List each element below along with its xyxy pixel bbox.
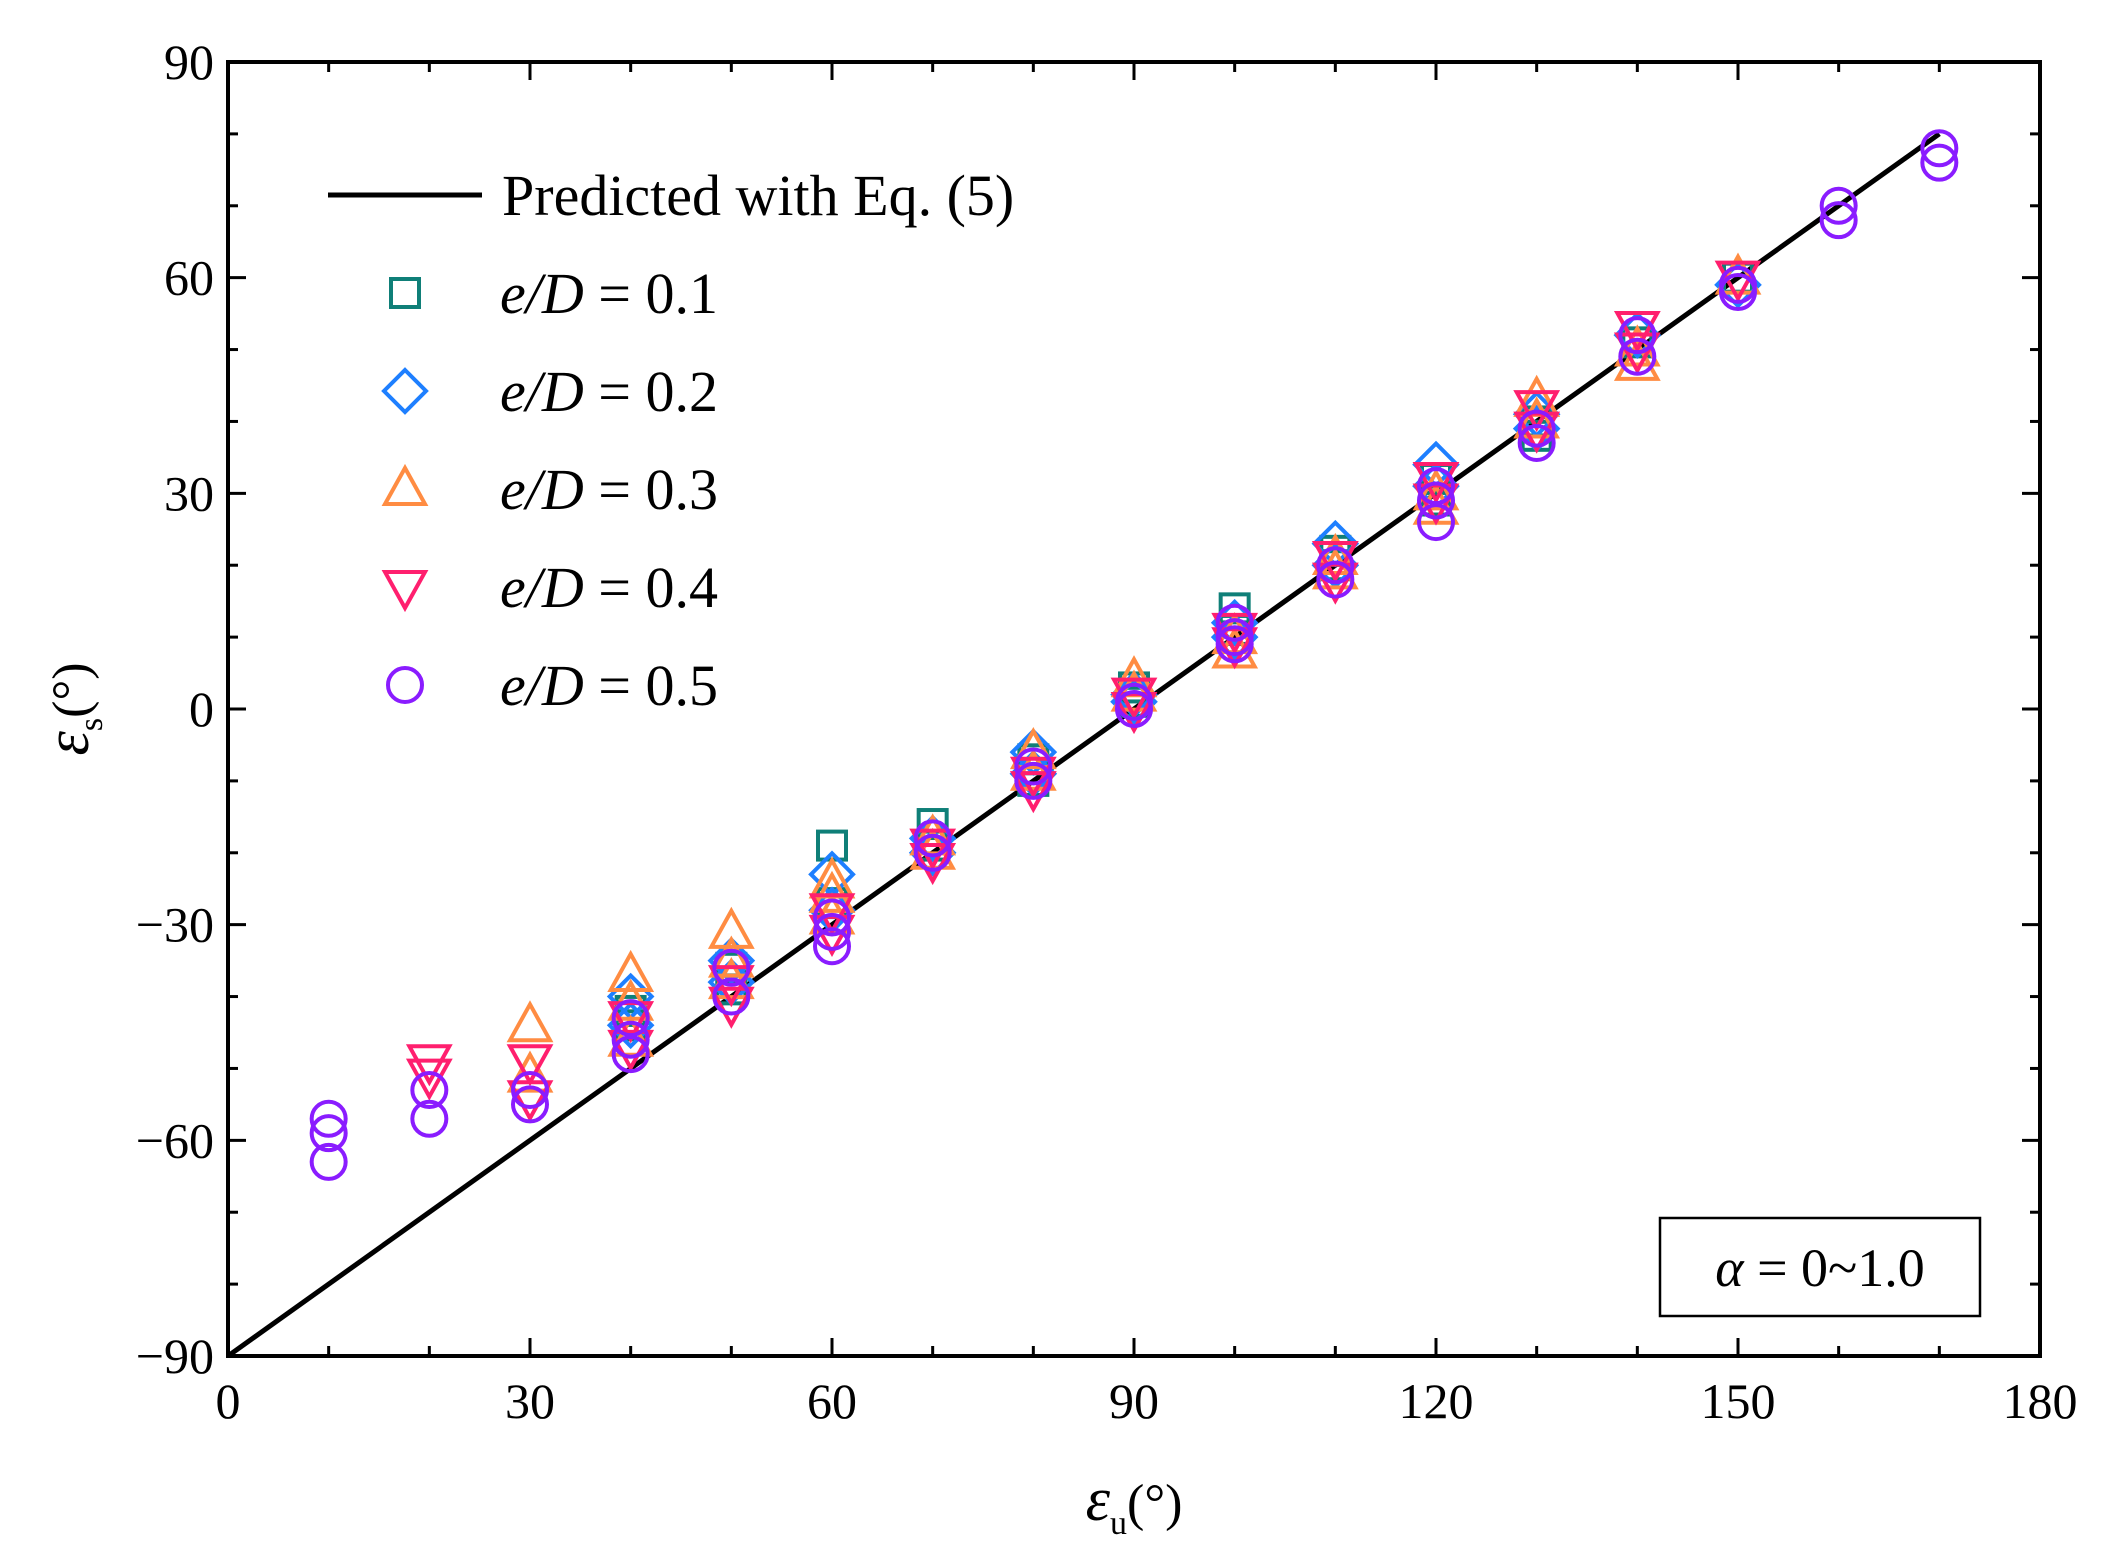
data-point: [1517, 424, 1556, 463]
data-point: [1009, 756, 1057, 799]
y-tick-label: 0: [189, 681, 214, 737]
data-point: [909, 842, 957, 886]
data-point: [1311, 532, 1359, 576]
x-axis-title: εu(°): [1086, 1466, 1183, 1542]
data-point: [611, 1035, 650, 1074]
data-point: [1215, 625, 1254, 664]
y-axis-title: εs(°): [34, 662, 110, 755]
y-tick-label: −90: [136, 1328, 214, 1384]
y-tick-label: −60: [136, 1112, 214, 1168]
legend-marker: [381, 463, 429, 506]
y-tick-label: −30: [136, 897, 214, 953]
data-point: [909, 828, 957, 871]
legend-label: e/D = 0.5: [500, 653, 718, 718]
data-point: [1316, 546, 1355, 585]
data-point: [1618, 316, 1657, 355]
y-tick-label: 30: [164, 465, 214, 521]
x-tick-label: 150: [1701, 1373, 1776, 1429]
x-tick-label: 0: [216, 1373, 241, 1429]
series-5: [309, 129, 1959, 1181]
data-point: [1417, 503, 1455, 542]
legend-label-predicted: Predicted with Eq. (5): [502, 163, 1014, 228]
legend-label: e/D = 0.4: [500, 555, 718, 620]
legend-label: e/D = 0.1: [500, 261, 718, 326]
x-tick-label: 30: [505, 1373, 555, 1429]
x-tick-label: 90: [1109, 1373, 1159, 1429]
x-tick-label: 60: [807, 1373, 857, 1429]
data-point: [707, 935, 755, 978]
data-point: [1014, 747, 1053, 786]
data-point: [1613, 332, 1661, 375]
data-point: [1920, 129, 1959, 168]
data-point: [813, 912, 851, 951]
data-point: [1417, 481, 1455, 520]
data-point: [309, 1142, 348, 1181]
data-point: [1218, 592, 1251, 625]
legend-marker: [386, 666, 424, 704]
data-point: [1613, 310, 1661, 354]
data-point: [1311, 547, 1359, 590]
data-point: [607, 1029, 655, 1072]
data-point: [707, 936, 756, 985]
x-tick-label: 120: [1399, 1373, 1474, 1429]
data-point: [410, 1071, 449, 1110]
data-point: [1115, 690, 1153, 728]
data-point: [506, 1000, 554, 1043]
data-point: [707, 906, 755, 949]
data-point: [808, 893, 856, 936]
legend-marker: [381, 367, 429, 415]
annotation-text: α = 0~1.0: [1715, 1238, 1925, 1298]
data-point: [1009, 771, 1057, 814]
data-point: [1009, 748, 1057, 791]
data-point: [913, 833, 952, 872]
data-point: [1110, 669, 1158, 712]
data-point: [1009, 727, 1057, 770]
data-point: [511, 1071, 549, 1110]
y-tick-label: 90: [164, 34, 214, 90]
data-point: [1714, 252, 1762, 295]
data-point: [1412, 461, 1460, 505]
data-point: [1517, 409, 1556, 448]
data-point: [506, 1080, 554, 1123]
data-point: [916, 808, 949, 841]
data-point: [808, 870, 856, 913]
data-point: [1014, 761, 1053, 800]
data-point: [1215, 603, 1254, 642]
data-point: [913, 819, 952, 858]
data-point: [1819, 201, 1858, 240]
data-point: [506, 1050, 554, 1093]
x-tick-label: 180: [2003, 1373, 2078, 1429]
data-point: [813, 898, 851, 937]
data-point: [1819, 186, 1858, 225]
data-point: [1311, 541, 1359, 584]
data-point: [607, 949, 655, 992]
annotation-box: [1658, 1216, 1982, 1318]
data-point: [1613, 338, 1661, 381]
legend-marker: [389, 277, 421, 309]
data-point: [511, 1085, 549, 1124]
data-point: [1618, 337, 1657, 376]
data-point: [410, 1099, 449, 1138]
data-point: [611, 1020, 650, 1059]
data-point: [712, 948, 751, 987]
data-point: [1719, 273, 1757, 312]
data-point: [1412, 468, 1460, 511]
data-point: [405, 1044, 453, 1087]
data-point: [309, 1114, 348, 1153]
y-tick-label: 60: [164, 250, 214, 306]
data-point: [813, 927, 851, 966]
legend-marker: [381, 570, 429, 613]
data-point: [309, 1099, 348, 1138]
data-point: [1513, 390, 1561, 433]
data-point: [1513, 396, 1561, 439]
legend-label: e/D = 0.3: [500, 457, 718, 522]
legend-label: e/D = 0.2: [500, 359, 718, 424]
data-point: [707, 986, 755, 1029]
data-point: [1920, 143, 1959, 182]
data-point: [712, 977, 751, 1016]
data-point: [1316, 560, 1355, 599]
data-point: [506, 1044, 554, 1087]
